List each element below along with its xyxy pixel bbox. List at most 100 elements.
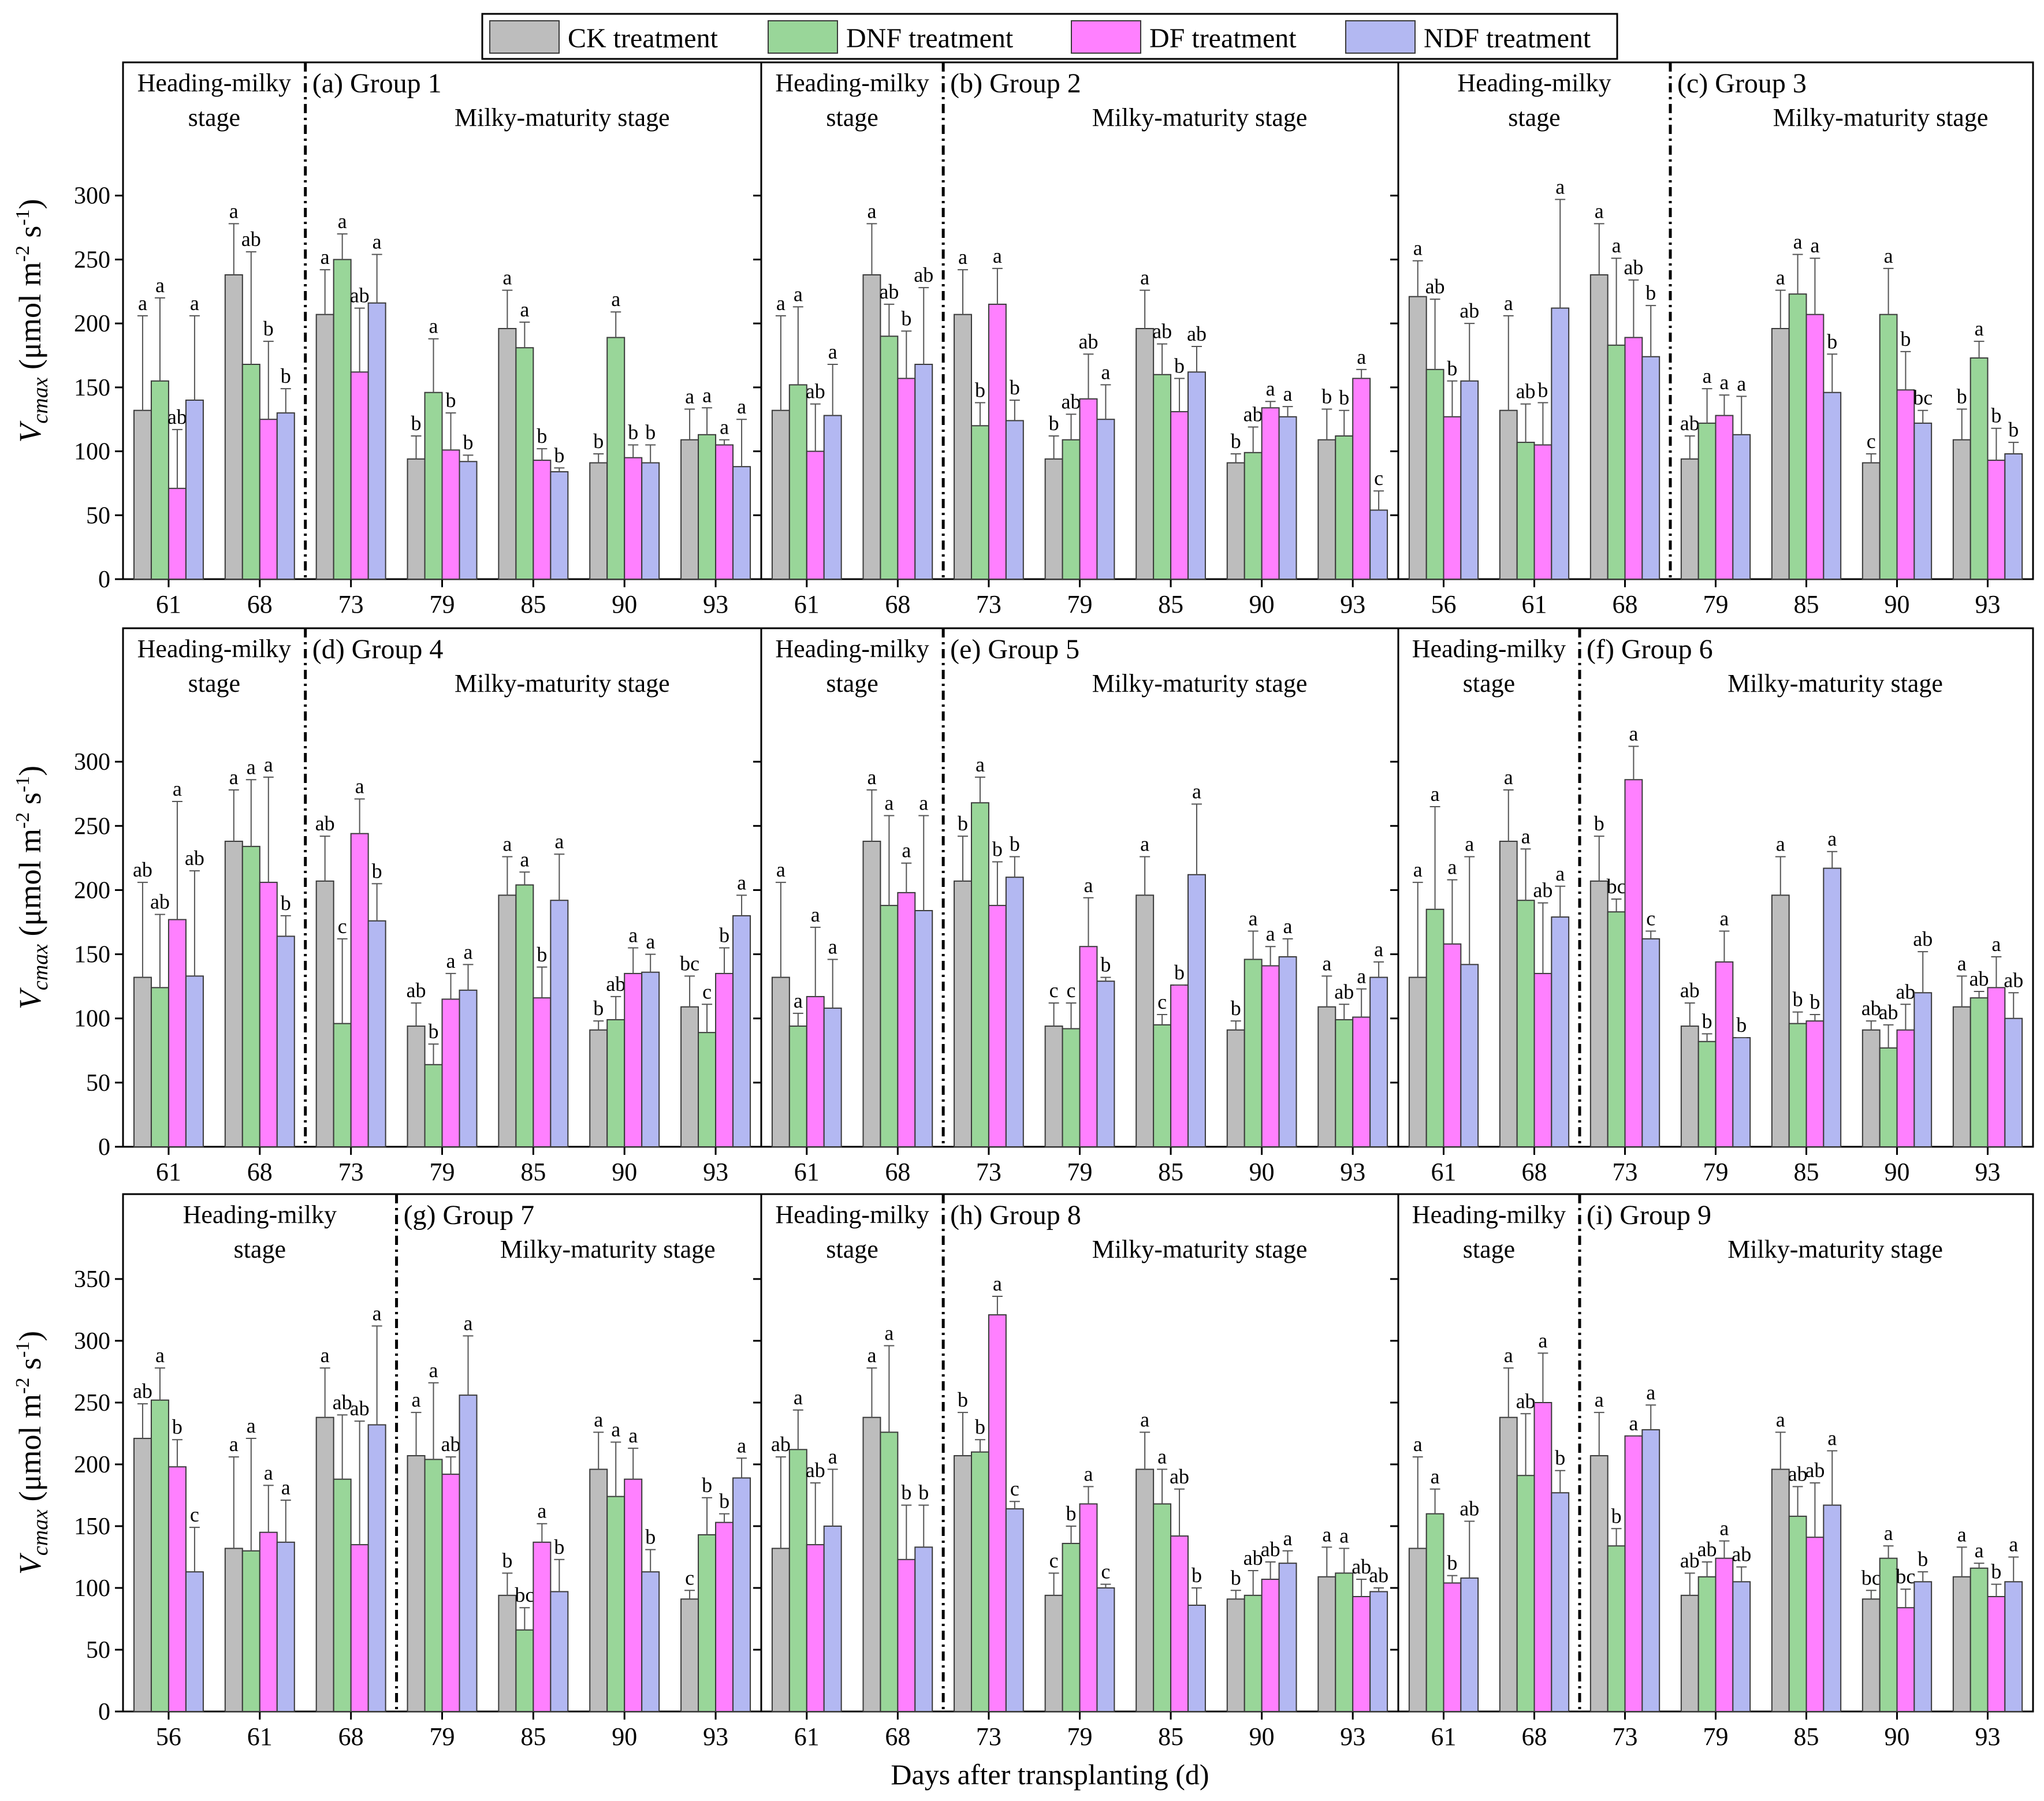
stage-label-heading: Heading-milky [1457,69,1611,97]
x-tick-label: 61 [156,1158,181,1186]
significance-letter: b [429,1020,439,1043]
x-tick-label: 90 [1249,590,1275,618]
legend-item-ndf: NDF treatment [1345,20,1591,54]
bar-ndf [1278,956,1297,1147]
significance-letter: a [828,935,837,958]
bar-ck [407,1026,426,1147]
significance-letter: a [902,839,911,862]
bar-dnf [1879,1557,1898,1712]
bar-df [1987,460,2006,580]
bar-ndf [641,1571,660,1712]
bar-df [167,487,187,580]
legend-swatch [768,20,838,54]
significance-letter: a [1827,827,1837,851]
bar-df [1261,965,1280,1147]
significance-letter: b [1645,281,1656,304]
x-tick-label: 61 [156,590,181,618]
bar-df [533,1541,552,1713]
significance-letter: b [1991,1560,2001,1583]
panel-title: (c) Group 3 [1677,68,1807,99]
x-tick-label: 61 [794,590,820,618]
bar-df [350,371,369,580]
legend-label: DF treatment [1149,23,1297,54]
bar-df [1805,1537,1825,1712]
x-tick-label: 85 [520,590,546,618]
bar-ck [1680,1026,1699,1147]
significance-letter: a [1374,938,1383,961]
significance-letter: a [1827,1426,1837,1449]
significance-letter: ab [1805,1459,1825,1482]
bar-ck [224,1548,243,1713]
significance-letter: ab [771,1433,791,1456]
significance-letter: a [1140,1408,1149,1431]
significance-letter: b [1010,376,1020,399]
bar-ck [771,976,790,1148]
significance-letter: b [411,412,422,435]
bar-ck [1499,840,1518,1147]
bar-ck [407,458,426,580]
x-tick-label: 93 [1340,590,1365,618]
significance-letter: b [1991,404,2001,427]
significance-letter: a [1504,1344,1513,1367]
bar-ck [1771,328,1790,580]
x-tick-label: 79 [1703,1722,1729,1751]
panel-9: 61aabab68aabab73abaa79ababaab85aababa90b… [1390,1193,2034,1751]
panel-title: (f) Group 6 [1587,634,1713,665]
x-tick-label: 93 [703,1158,728,1186]
bar-df [350,833,369,1147]
significance-letter: ab [441,1433,461,1456]
significance-letter: b [1702,1009,1712,1032]
bar-dnf [1697,1576,1717,1712]
bar-dnf [1607,344,1626,580]
bar-df [533,997,552,1147]
bar-dnf [150,380,169,580]
x-tick-label: 68 [1522,1158,1547,1186]
significance-letter: bc [680,952,699,975]
significance-letter: ab [133,1379,152,1403]
significance-letter: a [155,1344,165,1367]
significance-letter: ab [1243,1546,1263,1569]
x-tick-label: 73 [1613,1722,1638,1751]
bar-ndf [550,900,569,1147]
stage-label-heading: stage [234,1235,286,1263]
x-tick-label: 79 [430,1158,455,1186]
significance-letter: a [1504,292,1513,315]
stage-label-heading: stage [826,103,878,132]
significance-letter: ab [1533,879,1552,902]
bar-ck [498,1594,517,1713]
bar-df [1170,411,1189,580]
bar-ck [1135,328,1155,580]
bar-dnf [333,1023,352,1147]
legend-swatch [489,20,560,54]
bar-ck [771,1548,790,1713]
bar-dnf [150,987,169,1147]
significance-letter: ab [1697,1538,1717,1561]
bar-df [1352,1595,1371,1712]
significance-letter: a [1538,1329,1547,1352]
x-tick-label: 90 [1249,1722,1275,1751]
x-tick-label: 79 [1703,1158,1729,1186]
significance-letter: a [646,930,655,953]
significance-letter: ab [350,1397,370,1420]
stage-label-heading: stage [188,103,240,132]
significance-letter: b [1339,386,1349,409]
significance-letter: ab [133,858,152,881]
legend-swatch [1345,20,1416,54]
x-tick-label: 79 [1067,1158,1093,1186]
bar-dnf [1969,997,1989,1147]
bar-dnf [515,884,534,1147]
significance-letter: a [463,1311,472,1334]
bar-ck [133,1438,152,1713]
significance-letter: b [975,1415,985,1438]
significance-letter: c [1646,907,1655,930]
bar-ndf [1369,1591,1388,1712]
bar-ndf [1732,1037,1751,1147]
bar-dnf [970,802,989,1147]
bar-dnf [424,1459,443,1712]
bar-df [441,998,460,1148]
significance-letter: a [1629,1412,1638,1435]
bar-ck [954,1455,972,1713]
significance-letter: b [281,892,291,915]
